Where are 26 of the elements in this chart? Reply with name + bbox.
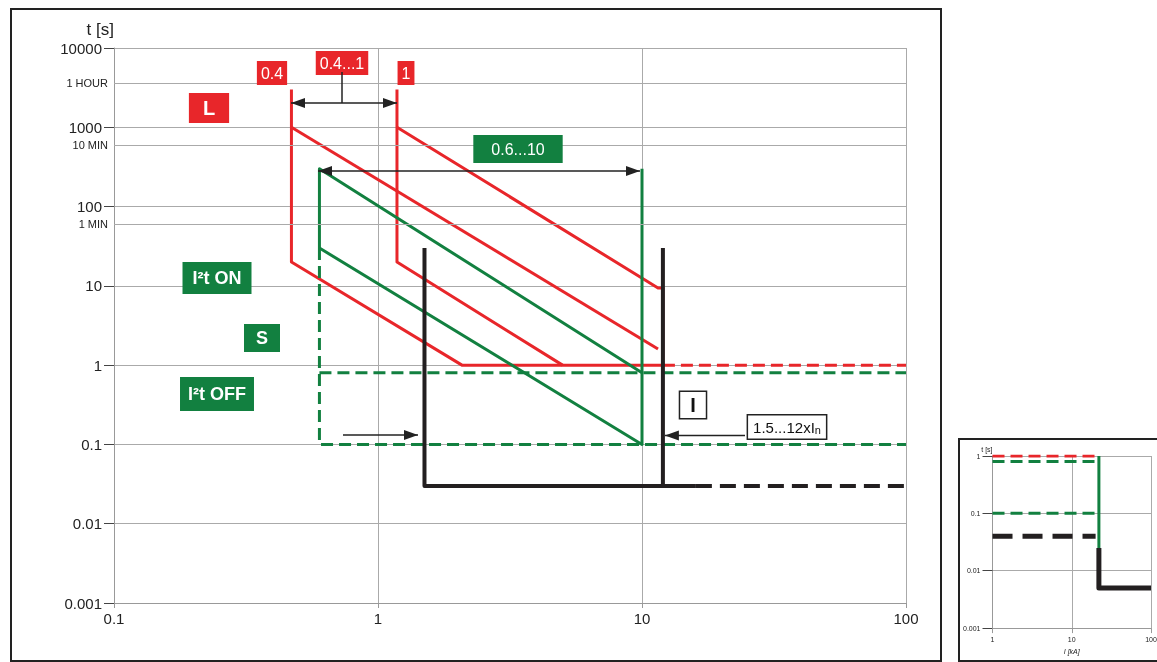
y-tick-label: 0.01: [72, 515, 102, 533]
y-tick-label: 100: [76, 198, 102, 216]
y-tick-label: 1000: [68, 118, 102, 136]
y-tick-label: 10: [85, 277, 102, 295]
annotation: L: [202, 97, 216, 119]
ref-line-label: 1 MIN: [78, 218, 109, 231]
annotation: 0.4: [260, 64, 284, 82]
x-tick-label: 100: [893, 610, 919, 627]
y-tick-label: 0.001: [64, 594, 102, 612]
annotation: 0.4...1: [319, 54, 365, 72]
y-tick-label: 1: [93, 356, 102, 374]
y-tick-label: 0.1: [81, 435, 102, 453]
x-tick-label: 10: [633, 610, 651, 627]
ref-line-label: 1 HOUR: [66, 77, 109, 90]
annotation: 1: [401, 64, 411, 82]
x-tick-label: 1: [373, 610, 383, 627]
annotation: 1.5...12xIn: [753, 418, 821, 436]
annotation: I²t OFF: [188, 384, 246, 404]
annotation: S: [255, 328, 269, 348]
x-tick-label: 0.1: [103, 610, 125, 627]
annotation: I: [690, 394, 696, 416]
y-tick-label: 10000: [60, 39, 102, 57]
y-axis-title: t [s]: [86, 20, 114, 39]
annotation: I²t ON: [192, 268, 242, 288]
annotation: 0.6...10: [491, 140, 545, 158]
ref-line-label: 10 MIN: [72, 138, 109, 151]
